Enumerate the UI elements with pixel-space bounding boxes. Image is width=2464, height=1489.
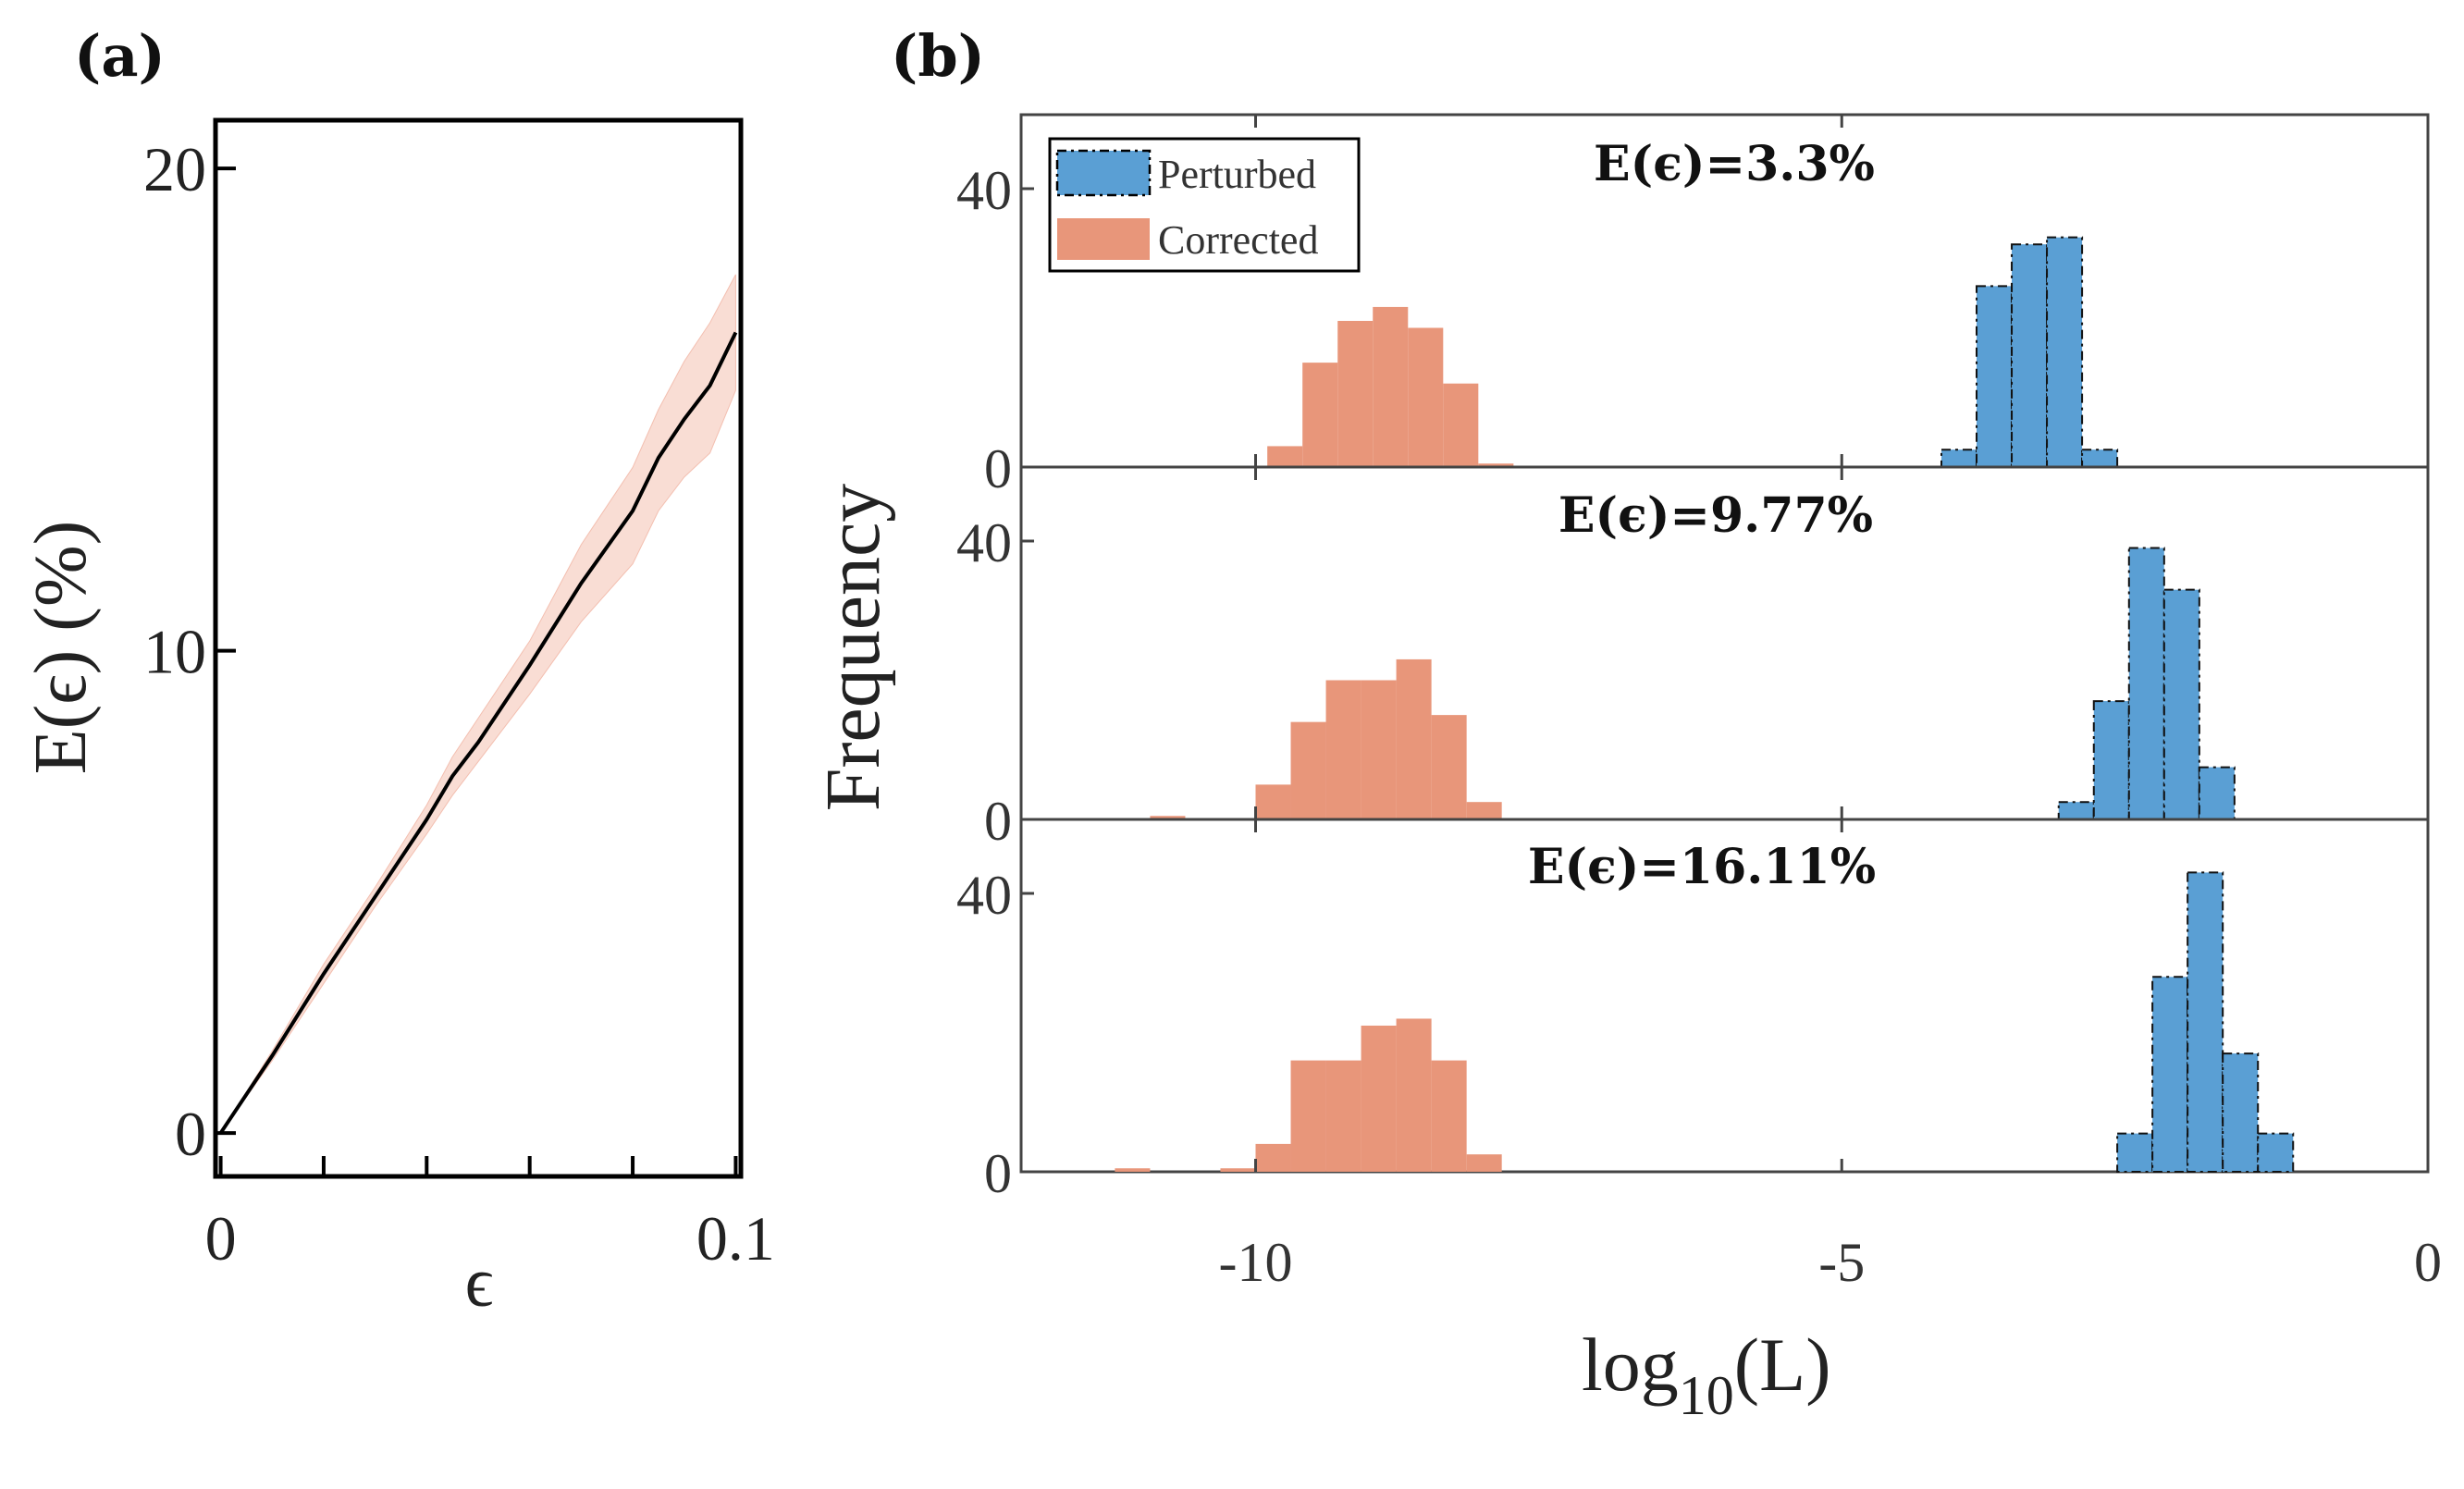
corrected-bar [1150,816,1186,819]
panel-a-frame [213,117,744,1179]
perturbed-bar [2011,243,2049,469]
x-tick-label: 0 [2414,1232,2442,1293]
subplot-2: 0 40 E(ϵ)=9.77% [956,465,2430,852]
corrected-bar [1478,463,1514,467]
y-tick-label: 10 [143,617,206,687]
perturbed-bar [2187,871,2224,1173]
perturbed-bar [1976,285,2014,468]
corrected-bar [1396,658,1432,819]
perturbed-bar [2081,449,2119,468]
corrected-bar [1466,802,1502,819]
panel-a-label: (a) [74,22,166,90]
perturbed-bar [2092,700,2130,821]
perturbed-bar [1940,449,1978,468]
perturbed-bar [2127,547,2165,821]
y-tick-label: 40 [956,512,1012,573]
x-tick-label: 0 [205,1203,237,1274]
panel-b-label: (b) [891,22,985,90]
x-tick-label: -5 [1818,1232,1865,1293]
x-tick-label: 0.1 [696,1203,775,1274]
y-tick-label: 0 [984,791,1012,852]
perturbed-bar [2198,766,2236,820]
corrected-bar [1443,383,1479,467]
xlabel-L: (L) [1734,1323,1831,1407]
corrected-bar [1373,306,1409,467]
perturbed-bar [2162,588,2200,820]
corrected-bar [1325,1060,1361,1172]
xlabel-log: log [1582,1323,1679,1407]
panel-b-histograms: 0 40 E(ϵ)=3.3% 0 40 E(ϵ)=9.77% 0 40 E(ϵ)=16.11… [810,113,2442,1426]
corrected-bar [1115,1168,1151,1172]
y-tick-label: 40 [956,160,1012,221]
panel-a-xlabel: ϵ [465,1244,494,1322]
legend: Perturbed Corrected [1048,137,1361,273]
corrected-bar [1431,715,1467,819]
perturbed-bar [2057,801,2095,820]
perturbed-bar [2151,976,2189,1174]
legend-corrected-swatch [1057,218,1150,260]
corrected-bar [1408,327,1444,467]
legend-corrected-label: Corrected [1158,217,1318,263]
corrected-bar [1290,721,1326,819]
corrected-bar [1302,363,1338,467]
error-annotation: E(ϵ)=16.11% [1528,839,1876,895]
legend-perturbed-swatch [1055,149,1152,197]
perturbed-bar [2257,1132,2295,1174]
y-tick-label: 0 [984,438,1012,499]
corrected-bar [1361,1025,1397,1172]
panel-b-xlabel: log10(L) [1582,1323,1831,1426]
x-tick-label: -10 [1219,1232,1293,1293]
y-tick-label: 0 [175,1099,206,1169]
corrected-bar [1220,1168,1256,1172]
y-tick-label: 40 [956,865,1012,926]
perturbed-bar [2046,236,2084,468]
corrected-bar [1325,680,1361,819]
subplot-frame [1019,818,2430,1174]
corrected-bar [1267,446,1303,467]
y-tick-label: 0 [984,1143,1012,1204]
perturbed-bar [2222,1052,2260,1173]
corrected-bar [1290,1060,1326,1172]
corrected-bar [1431,1060,1467,1172]
corrected-bar [1466,1154,1502,1172]
subplot-3: 0 40 E(ϵ)=16.11% [956,818,2430,1204]
error-annotation: E(ϵ)=3.3% [1594,136,1875,192]
y-tick-label: 20 [143,134,206,204]
panel-b-ylabel: Frequency [810,484,896,812]
mean-error-line [218,331,738,1135]
corrected-bar [1255,784,1291,819]
error-annotation: E(ϵ)=9.77% [1558,487,1873,544]
xlabel-subscript: 10 [1679,1365,1734,1426]
legend-perturbed-label: Perturbed [1158,152,1316,197]
confidence-band [220,274,736,1134]
corrected-bar [1361,680,1397,819]
perturbed-bar [2116,1132,2154,1174]
corrected-bar [1255,1143,1291,1172]
panel-a-ylabel: E(ϵ) (%) [20,521,102,774]
panel-a-line-chart: 0 0.1 0 10 20 E(ϵ) (%) ϵ [20,117,775,1322]
corrected-bar [1337,320,1374,467]
corrected-bar [1396,1018,1432,1172]
